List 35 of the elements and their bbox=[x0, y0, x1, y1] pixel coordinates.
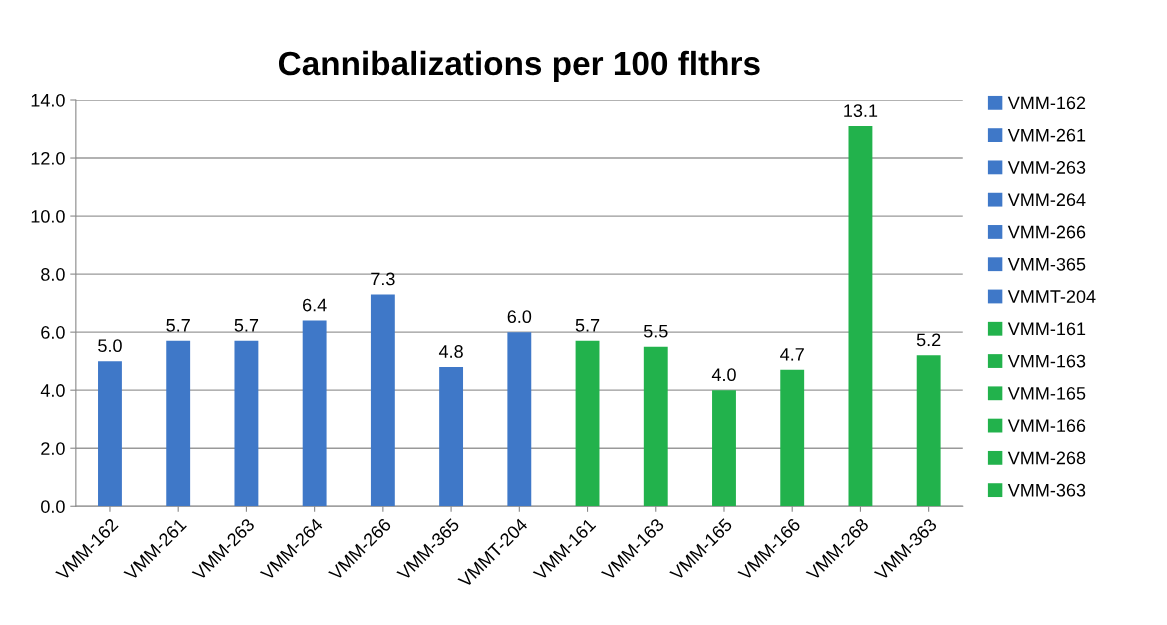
legend-label: VMM-266 bbox=[1007, 225, 1086, 239]
y-tick-label: 6.0 bbox=[41, 326, 65, 339]
data-label: 4.7 bbox=[780, 348, 804, 361]
y-tick-label: 10.0 bbox=[31, 210, 65, 223]
data-label: 5.7 bbox=[575, 319, 600, 332]
legend-label: VMM-165 bbox=[1007, 386, 1086, 400]
y-tick-label: 12.0 bbox=[31, 151, 65, 165]
data-label: 5.7 bbox=[166, 319, 190, 332]
data-label: 4.0 bbox=[711, 368, 736, 382]
chart-title: Cannibalizations per 100 flthrs bbox=[278, 50, 760, 82]
y-tick-label: 2.0 bbox=[41, 442, 65, 455]
y-tick-label: 4.0 bbox=[40, 384, 65, 397]
legend-label: VMM-263 bbox=[1007, 161, 1086, 174]
legend-label: VMM-166 bbox=[1007, 419, 1086, 433]
data-label: 5.7 bbox=[234, 319, 259, 332]
y-tick-label: 8.0 bbox=[41, 268, 65, 281]
data-label: 13.1 bbox=[844, 104, 878, 117]
legend-label: VMM-363 bbox=[1007, 483, 1086, 497]
data-label: 5.0 bbox=[98, 339, 122, 353]
y-tick-label: 14.0 bbox=[31, 93, 65, 107]
y-tick-label: 0.0 bbox=[41, 500, 65, 513]
legend-label: VMM-162 bbox=[1007, 96, 1086, 110]
legend-label: VMM-264 bbox=[1007, 193, 1086, 207]
legend-label: VMM-261 bbox=[1007, 128, 1086, 142]
legend-label: VMM-161 bbox=[1007, 322, 1086, 336]
data-label: 6.0 bbox=[507, 310, 532, 324]
legend-label: VMMT-204 bbox=[1007, 290, 1096, 303]
legend-label: VMM-365 bbox=[1007, 257, 1086, 271]
legend-label: VMM-163 bbox=[1007, 354, 1086, 368]
legend-label: VMM-268 bbox=[1007, 451, 1086, 465]
data-label: 4.8 bbox=[438, 345, 463, 358]
data-label: 5.5 bbox=[643, 324, 668, 338]
data-label: 6.4 bbox=[303, 298, 327, 312]
data-label: 7.3 bbox=[371, 272, 395, 286]
data-label: 5.2 bbox=[916, 333, 941, 347]
